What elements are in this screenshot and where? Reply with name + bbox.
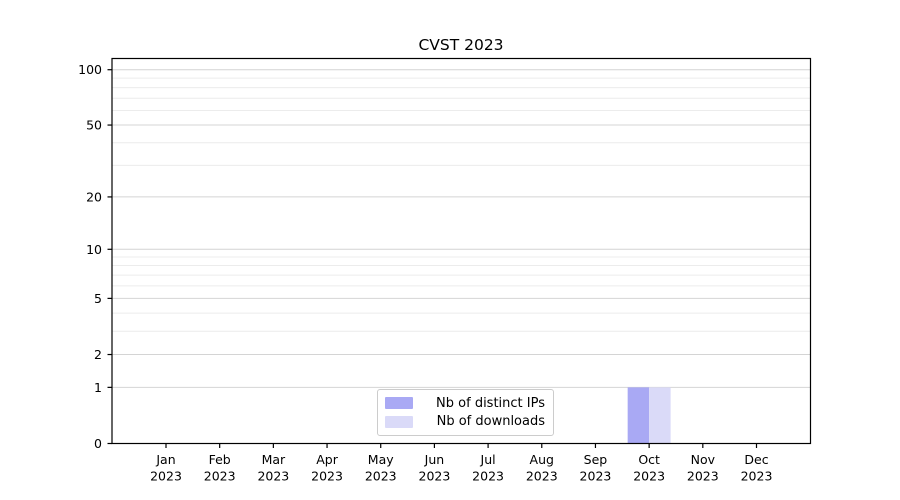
x-tick-label-month: Sep xyxy=(584,452,608,467)
x-tick-label-month: Dec xyxy=(744,452,768,467)
x-tick-label-year: 2023 xyxy=(257,469,289,484)
y-tick-label: 2 xyxy=(94,347,102,362)
x-tick-label-month: Jun xyxy=(424,452,445,467)
x-tick-label-month: Feb xyxy=(209,452,231,467)
chart-title: CVST 2023 xyxy=(418,36,504,54)
y-tick-label: 20 xyxy=(86,189,102,204)
x-tick-label-month: Jul xyxy=(480,452,496,467)
y-tick-label: 50 xyxy=(86,118,102,133)
x-tick-label-year: 2023 xyxy=(311,469,343,484)
y-tick-label: 5 xyxy=(94,291,102,306)
x-tick-label-year: 2023 xyxy=(741,469,773,484)
x-tick-label-month: Jan xyxy=(155,452,175,467)
y-tick-label: 100 xyxy=(78,62,102,77)
legend-item-distinct-ips: Nb of distinct IPs xyxy=(385,396,545,411)
plot-border xyxy=(111,57,812,445)
x-tick-label-year: 2023 xyxy=(419,469,451,484)
x-tick-label-year: 2023 xyxy=(365,469,397,484)
legend-swatch-distinct-ips-icon xyxy=(385,397,413,410)
x-tick-label-year: 2023 xyxy=(633,469,665,484)
x-tick-label-year: 2023 xyxy=(204,469,236,484)
x-tick-label-year: 2023 xyxy=(580,469,612,484)
x-tick-label-year: 2023 xyxy=(526,469,558,484)
x-tick-label-month: Apr xyxy=(316,452,338,467)
x-tick-label-month: Nov xyxy=(691,452,716,467)
x-tick-label-month: Mar xyxy=(262,452,286,467)
y-tick-label: 0 xyxy=(94,436,102,451)
x-tick-label-month: Oct xyxy=(638,452,660,467)
legend-label-distinct-ips: Nb of distinct IPs xyxy=(436,395,545,411)
legend-label-downloads: Nb of downloads xyxy=(436,414,545,430)
y-tick-label: 1 xyxy=(94,380,102,395)
legend-swatch-downloads-icon xyxy=(385,415,413,428)
x-tick-label-year: 2023 xyxy=(150,469,182,484)
legend-item-downloads: Nb of downloads xyxy=(385,414,545,429)
x-tick-label-month: Aug xyxy=(530,452,554,467)
y-tick-label: 10 xyxy=(86,242,102,257)
x-tick-label-month: May xyxy=(368,452,394,467)
x-tick-label-year: 2023 xyxy=(687,469,719,484)
x-tick-label-year: 2023 xyxy=(472,469,504,484)
bar-nb-of-distinct-ips-oct-2023 xyxy=(627,387,650,444)
bar-nb-of-downloads-oct-2023 xyxy=(649,387,671,444)
legend: Nb of distinct IPs Nb of downloads xyxy=(377,389,554,436)
